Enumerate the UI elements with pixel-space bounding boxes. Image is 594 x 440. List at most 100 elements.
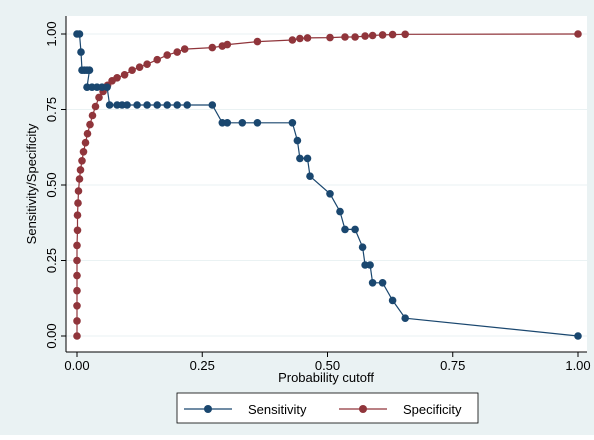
y-ticks: 0.00 0.25 0.50 0.75 1.00 xyxy=(44,21,66,349)
data-point-specificity xyxy=(163,51,171,59)
data-point-sensitivity xyxy=(238,119,247,127)
data-point-sensitivity xyxy=(574,332,582,340)
data-point-sensitivity xyxy=(253,119,262,127)
data-point-specificity xyxy=(128,66,136,74)
legend-box xyxy=(176,392,479,424)
data-point-specificity xyxy=(73,241,81,250)
data-point-specificity xyxy=(173,48,181,56)
data-point-specificity xyxy=(120,71,129,79)
legend-label-specificity: Specificity xyxy=(403,402,462,417)
data-point-sensitivity xyxy=(183,101,191,109)
x-axis-label: Probability cutoff xyxy=(278,370,374,385)
series xyxy=(73,30,582,340)
x-tick-label: 0.25 xyxy=(190,358,215,373)
data-point-sensitivity xyxy=(303,154,312,163)
data-point-specificity xyxy=(95,93,103,102)
data-point-sensitivity xyxy=(326,190,334,198)
data-point-sensitivity xyxy=(143,101,151,109)
data-point-specificity xyxy=(143,60,151,68)
x-tick-label: 1.00 xyxy=(565,358,590,373)
data-point-specificity xyxy=(180,45,189,53)
data-point-sensitivity xyxy=(296,154,304,163)
y-tick-label: 0.50 xyxy=(44,172,59,197)
data-point-sensitivity xyxy=(366,261,374,269)
data-point-sensitivity xyxy=(388,296,397,305)
data-point-sensitivity xyxy=(77,48,85,56)
data-point-specificity xyxy=(253,37,262,46)
data-point-specificity xyxy=(79,148,88,156)
data-point-specificity xyxy=(74,187,83,195)
data-point-specificity xyxy=(73,286,81,295)
data-point-specificity xyxy=(83,129,92,138)
data-point-sensitivity xyxy=(223,119,232,127)
series-sensitivity xyxy=(73,30,582,340)
data-point-specificity xyxy=(288,36,297,44)
data-point-sensitivity xyxy=(103,83,111,91)
data-point-sensitivity xyxy=(173,101,181,109)
data-point-sensitivity xyxy=(306,172,314,180)
data-point-sensitivity xyxy=(293,136,302,145)
y-tick-label: 1.00 xyxy=(44,21,59,46)
legend: Sensitivity Specificity xyxy=(176,392,479,424)
data-point-sensitivity xyxy=(163,101,171,109)
data-point-specificity xyxy=(78,157,86,165)
data-point-specificity xyxy=(73,226,82,235)
data-point-specificity xyxy=(296,34,304,43)
data-point-sensitivity xyxy=(358,243,367,251)
data-point-specificity xyxy=(401,30,410,39)
data-point-specificity xyxy=(351,33,359,41)
y-axis-label: Sensitivity/Specificity xyxy=(24,123,39,244)
data-point-sensitivity xyxy=(208,101,217,109)
y-tick-label: 0.00 xyxy=(44,323,59,348)
data-point-specificity xyxy=(388,30,397,39)
data-point-specificity xyxy=(73,256,81,265)
data-point-sensitivity xyxy=(336,207,344,216)
data-point-specificity xyxy=(91,102,100,111)
legend-marker-sensitivity xyxy=(204,405,212,413)
series-specificity xyxy=(73,30,582,340)
data-point-specificity xyxy=(75,175,84,183)
data-point-sensitivity xyxy=(378,279,387,287)
data-point-sensitivity xyxy=(123,101,131,109)
y-tick-label: 0.75 xyxy=(44,97,59,122)
data-point-specificity xyxy=(113,74,121,82)
data-point-sensitivity xyxy=(133,101,141,109)
data-point-sensitivity xyxy=(153,101,161,109)
data-point-specificity xyxy=(223,40,232,49)
legend-label-sensitivity: Sensitivity xyxy=(248,402,307,417)
data-point-specificity xyxy=(86,120,94,129)
data-point-sensitivity xyxy=(341,225,349,234)
data-point-specificity xyxy=(81,138,90,147)
data-point-specificity xyxy=(303,34,312,42)
data-point-specificity xyxy=(361,32,369,40)
data-point-specificity xyxy=(73,317,81,325)
data-point-sensitivity xyxy=(368,279,377,287)
data-point-specificity xyxy=(326,33,334,42)
x-ticks: 0.00 0.25 0.50 0.75 1.00 xyxy=(64,352,591,373)
data-point-specificity xyxy=(88,111,97,120)
data-point-specificity xyxy=(378,31,387,39)
data-point-specificity xyxy=(73,302,81,310)
data-point-specificity xyxy=(153,55,161,64)
data-point-specificity xyxy=(74,199,82,207)
data-point-specificity xyxy=(208,43,217,52)
legend-marker-specificity xyxy=(359,405,367,413)
data-point-specificity xyxy=(73,271,81,280)
data-point-specificity xyxy=(73,332,81,340)
data-point-sensitivity xyxy=(75,30,84,38)
y-tick-label: 0.25 xyxy=(44,248,59,273)
data-point-sensitivity xyxy=(105,101,114,109)
data-point-specificity xyxy=(574,30,582,38)
legend-item-specificity: Specificity xyxy=(339,402,462,417)
data-point-specificity xyxy=(368,31,377,40)
plot-area xyxy=(66,16,587,352)
x-tick-label: 0.75 xyxy=(440,358,465,373)
data-point-specificity xyxy=(341,33,349,41)
data-point-specificity xyxy=(135,63,144,71)
legend-item-sensitivity: Sensitivity xyxy=(184,402,307,417)
x-tick-label: 0.50 xyxy=(315,358,340,373)
data-point-specificity xyxy=(76,166,85,174)
data-point-sensitivity xyxy=(85,66,94,74)
